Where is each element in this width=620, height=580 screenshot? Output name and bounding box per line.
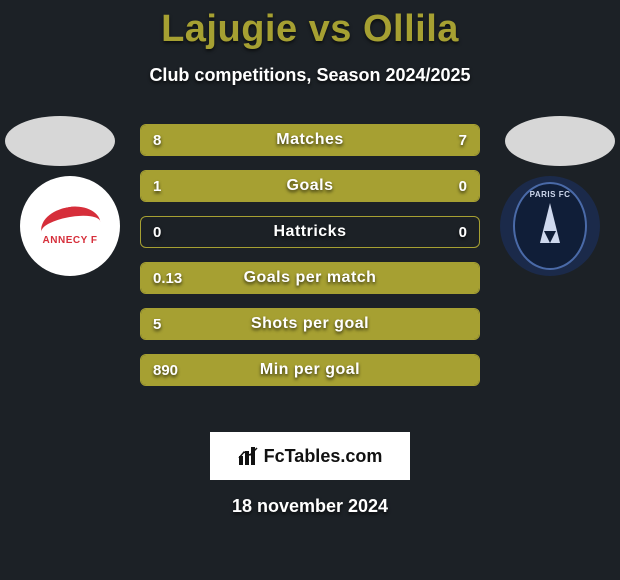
- stat-label: Goals: [141, 171, 479, 201]
- player-photo-right: [505, 116, 615, 166]
- stat-label: Matches: [141, 125, 479, 155]
- stat-label: Shots per goal: [141, 309, 479, 339]
- chart-icon: [238, 446, 260, 466]
- stat-value-left: 1: [141, 171, 173, 201]
- stat-row: Goals1 0: [140, 170, 480, 202]
- stat-row: Min per goal890: [140, 354, 480, 386]
- stat-value-right: 0: [447, 217, 479, 247]
- stat-value-left: 5: [141, 309, 173, 339]
- date-text: 18 november 2024: [0, 496, 620, 517]
- club-badge-left-inner: ANNECY F: [40, 207, 100, 246]
- stat-label: Min per goal: [141, 355, 479, 385]
- stat-row: Hattricks0 0: [140, 216, 480, 248]
- stat-value-left: 890: [141, 355, 190, 385]
- stat-value-right: 0: [447, 171, 479, 201]
- comparison-stage: ANNECY F PARIS FC Matches87Goals10Hattri…: [0, 116, 620, 426]
- player-photo-left: [5, 116, 115, 166]
- eiffel-icon: [540, 203, 560, 243]
- page-title: Lajugie vs Ollila: [0, 0, 620, 51]
- stat-value-right: [455, 309, 479, 339]
- stat-value-left: 8: [141, 125, 173, 155]
- stat-value-right: [455, 263, 479, 293]
- stat-value-left: 0: [141, 217, 173, 247]
- stat-bars: Matches87Goals10Hattricks00Goals per mat…: [140, 124, 480, 400]
- stat-row: Matches8 7: [140, 124, 480, 156]
- watermark-text: FcTables.com: [264, 446, 383, 467]
- stat-value-left: 0.13: [141, 263, 194, 293]
- club-badge-right-text: PARIS FC: [530, 190, 571, 199]
- stat-label: Hattricks: [141, 217, 479, 247]
- subtitle: Club competitions, Season 2024/2025: [0, 65, 620, 86]
- club-badge-left: ANNECY F: [20, 176, 120, 276]
- watermark: FcTables.com: [210, 432, 410, 480]
- club-badge-right: PARIS FC: [500, 176, 600, 276]
- club-badge-right-inner: PARIS FC: [513, 182, 587, 270]
- stat-row: Shots per goal5: [140, 308, 480, 340]
- stat-value-right: [455, 355, 479, 385]
- stat-value-right: 7: [447, 125, 479, 155]
- stat-row: Goals per match0.13: [140, 262, 480, 294]
